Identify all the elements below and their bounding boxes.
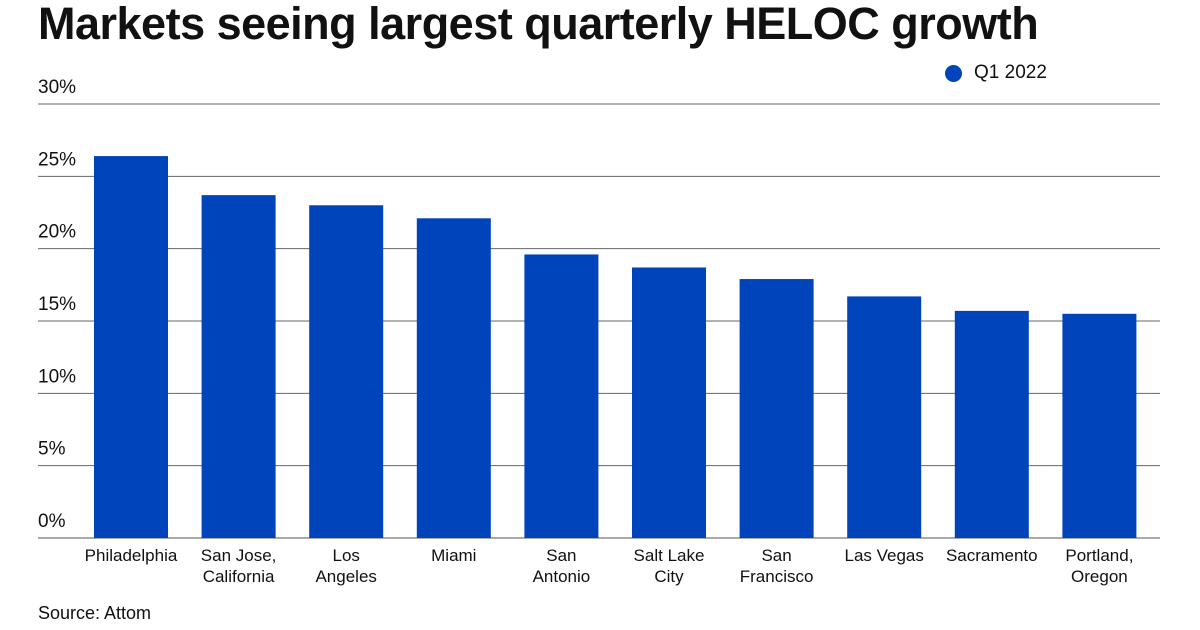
x-tick-label: Sacramento [946,546,1038,565]
x-tick-label: Los [332,546,359,565]
x-tick-label: Miami [431,546,476,565]
x-tick-label: Portland, [1065,546,1133,565]
y-tick-label: 10% [38,366,76,387]
bar [847,296,922,538]
bar [739,279,814,538]
x-tick-label: Philadelphia [85,546,178,565]
bar [1062,313,1137,538]
x-tick-label: Las Vegas [844,546,923,565]
source-note: Source: Attom [38,603,152,623]
bar [524,254,599,538]
y-tick-label: 15% [38,294,76,315]
bar [632,267,706,538]
x-tick-label: Salt Lake [634,546,705,565]
x-tick-label: Francisco [740,567,814,586]
x-tick-label: Antonio [533,567,591,586]
bar [416,218,491,538]
bar [309,205,384,538]
y-tick-label: 30% [38,77,76,98]
bar [94,156,168,538]
x-tick-label: San [546,546,576,565]
legend-label: Q1 2022 [974,62,1047,83]
y-tick-label: 25% [38,149,76,170]
x-tick-label: City [654,567,684,586]
legend-marker [945,64,962,82]
x-tick-label: Oregon [1071,567,1128,586]
x-tick-label: Angeles [315,567,376,586]
x-tick-label: San Jose, [201,546,277,565]
legend: Q1 2022 [945,62,1047,84]
x-tick-label: San [761,546,791,565]
y-tick-label: 5% [38,439,66,460]
chart-title: Markets seeing largest quarterly HELOC g… [38,0,1039,49]
y-tick-label: 20% [38,222,76,243]
bar [201,195,276,538]
bar [954,310,1029,538]
y-tick-label: 0% [38,511,66,532]
x-tick-label: California [203,567,275,586]
